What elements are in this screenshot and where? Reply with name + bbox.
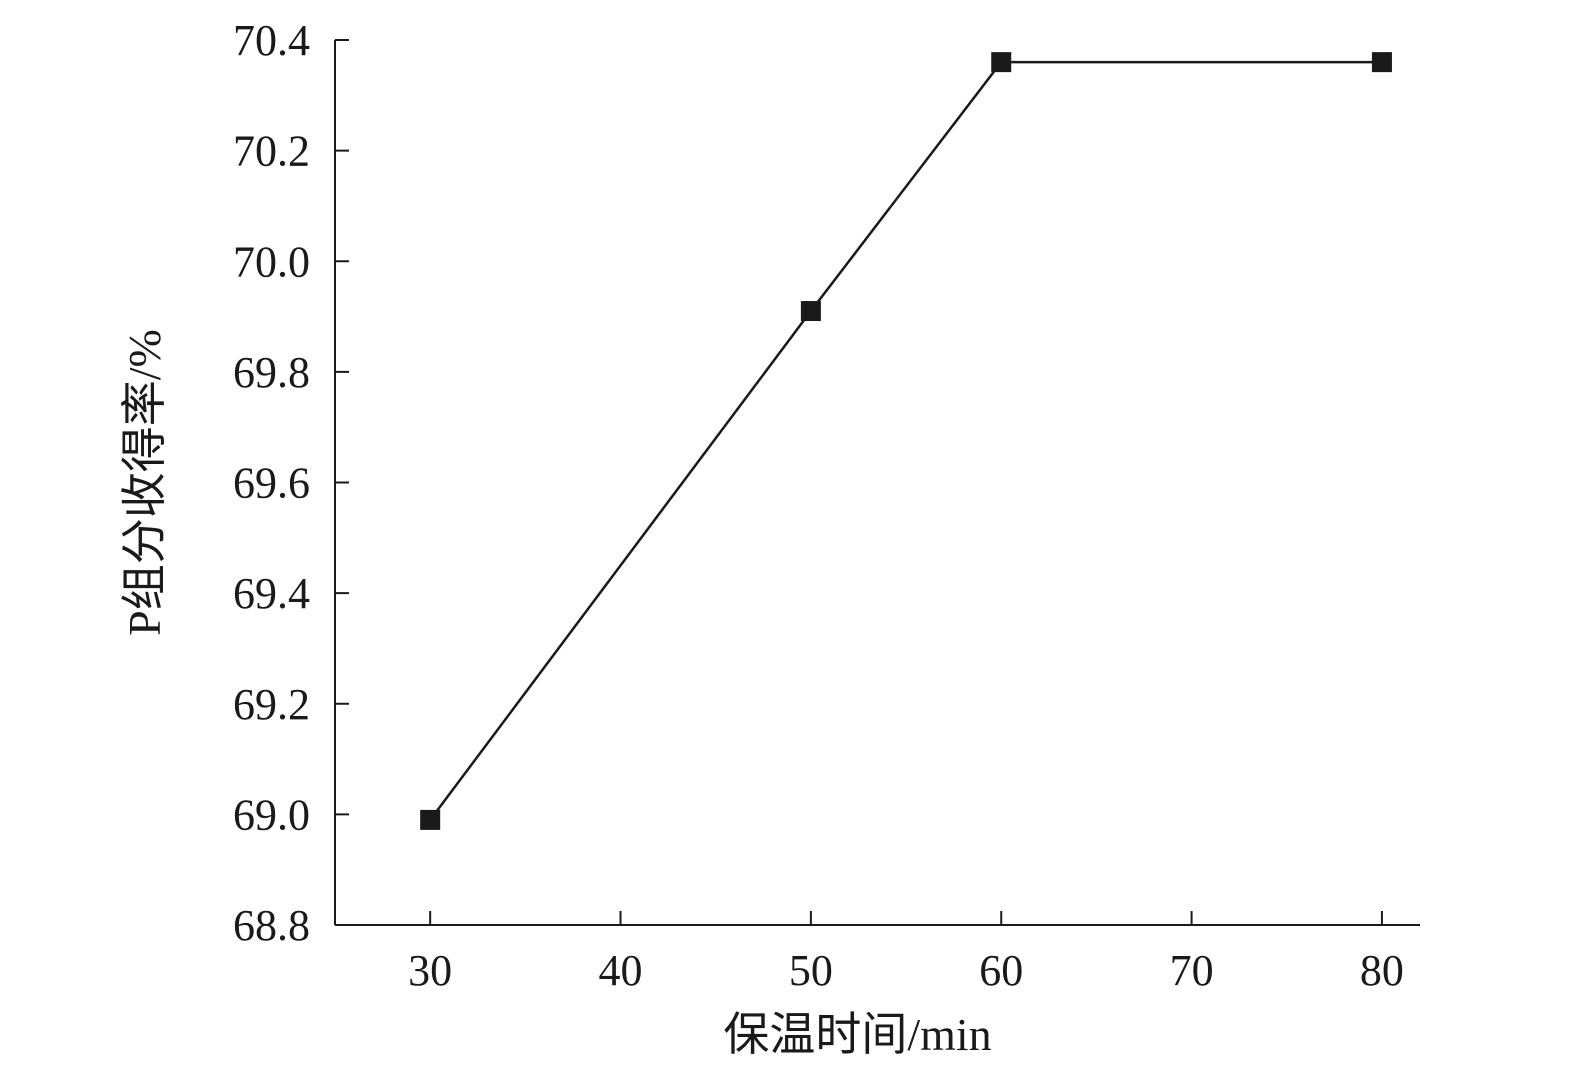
data-point-marker — [420, 809, 441, 830]
x-axis-ticks: 30 40 50 60 70 80 — [408, 911, 1404, 995]
x-tick-label: 60 — [979, 946, 1023, 995]
y-tick-label: 68.8 — [233, 901, 310, 950]
series-line — [429, 60, 1382, 821]
data-point-marker — [800, 301, 821, 322]
y-tick-label: 69.4 — [233, 569, 310, 618]
x-tick-label: 40 — [599, 946, 643, 995]
data-point-marker — [1371, 52, 1392, 73]
x-tick-label: 30 — [408, 946, 452, 995]
y-tick-label: 69.0 — [233, 790, 310, 839]
y-axis-title: P组分收得率/% — [119, 329, 170, 636]
y-axis-ticks: 68.8 69.0 69.2 69.4 69.6 69.8 70.0 70.2 70.4 — [233, 16, 349, 950]
y-tick-label: 70.2 — [233, 127, 310, 176]
y-tick-label: 70.4 — [233, 16, 310, 65]
y-tick-label: 70.0 — [233, 237, 310, 286]
x-axis-title: 保温时间/min — [723, 1009, 991, 1060]
y-tick-label: 69.8 — [233, 348, 310, 397]
x-tick-label: 50 — [789, 946, 833, 995]
series-group — [420, 52, 1392, 830]
y-tick-label: 69.6 — [233, 459, 310, 508]
x-tick-label: 80 — [1360, 946, 1404, 995]
y-tick-label: 69.2 — [233, 680, 310, 729]
x-tick-label: 70 — [1170, 946, 1214, 995]
data-point-marker — [991, 52, 1012, 73]
